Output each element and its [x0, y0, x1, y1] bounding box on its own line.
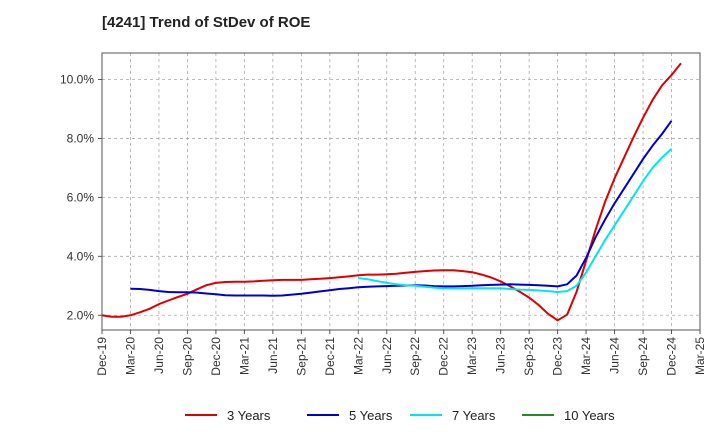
- x-tick-label: Jun-21: [266, 337, 280, 374]
- x-tick-label: Jun-23: [494, 337, 508, 374]
- x-tick-label: Dec-22: [437, 337, 451, 376]
- series-line-3-years: [101, 62, 682, 322]
- x-tick-label: Mar-23: [465, 337, 479, 375]
- legend-swatch: [307, 414, 339, 416]
- legend-item: 7 Years: [410, 404, 495, 426]
- series-line-5-years: [130, 120, 673, 297]
- legend-label: 7 Years: [452, 407, 496, 423]
- legend-item: 10 Years: [522, 404, 615, 426]
- x-tick-label: Dec-21: [323, 337, 337, 376]
- x-tick-label: Mar-20: [123, 337, 137, 375]
- y-tick-label: 6.0%: [67, 190, 95, 204]
- x-tick-label: Dec-24: [665, 337, 679, 376]
- x-tick-label: Jun-22: [380, 337, 394, 374]
- legend-item: 5 Years: [307, 404, 392, 426]
- y-tick-label: 10.0%: [60, 73, 94, 87]
- legend-label: 5 Years: [349, 407, 393, 423]
- series-line-7-years: [358, 148, 673, 293]
- y-tick-label: 8.0%: [67, 131, 95, 145]
- x-tick-label: Sep-24: [636, 337, 650, 376]
- plot-frame: [101, 52, 701, 331]
- legend-swatch: [522, 414, 554, 416]
- grid-layer: [101, 53, 701, 330]
- series-layer: [101, 62, 682, 322]
- x-tick-label: Jun-24: [608, 337, 622, 374]
- y-tick-label: 2.0%: [67, 308, 95, 322]
- legend-swatch: [410, 414, 442, 416]
- x-tick-label: Mar-22: [351, 337, 365, 375]
- y-tick-label: 4.0%: [67, 249, 95, 263]
- x-tick-label: Mar-25: [693, 337, 707, 375]
- legend: 3 Years 5 Years 7 Years 10 Years: [0, 404, 720, 426]
- chart-title: [4241] Trend of StDev of ROE: [102, 14, 311, 31]
- y-axis: 2.0% 4.0% 6.0% 8.0% 10.0%: [60, 73, 102, 322]
- x-tick-label: Sep-21: [294, 337, 308, 376]
- x-tick-label: Sep-22: [408, 337, 422, 376]
- legend-label: 3 Years: [227, 407, 271, 423]
- x-tick-label: Mar-24: [579, 337, 593, 375]
- legend-label: 10 Years: [564, 407, 615, 423]
- legend-swatch: [185, 414, 217, 416]
- x-tick-label: Jun-20: [152, 337, 166, 374]
- x-tick-label: Dec-19: [95, 337, 109, 376]
- legend-item: 3 Years: [185, 404, 270, 426]
- x-axis: Dec-19 Mar-20 Jun-20 Sep-20 Dec-20 Mar-21 Jun-…: [95, 330, 707, 376]
- x-tick-label: Mar-21: [237, 337, 251, 375]
- x-tick-label: Dec-20: [209, 337, 223, 376]
- x-tick-label: Sep-23: [522, 337, 536, 376]
- x-tick-label: Sep-20: [180, 337, 194, 376]
- x-tick-label: Dec-23: [551, 337, 565, 376]
